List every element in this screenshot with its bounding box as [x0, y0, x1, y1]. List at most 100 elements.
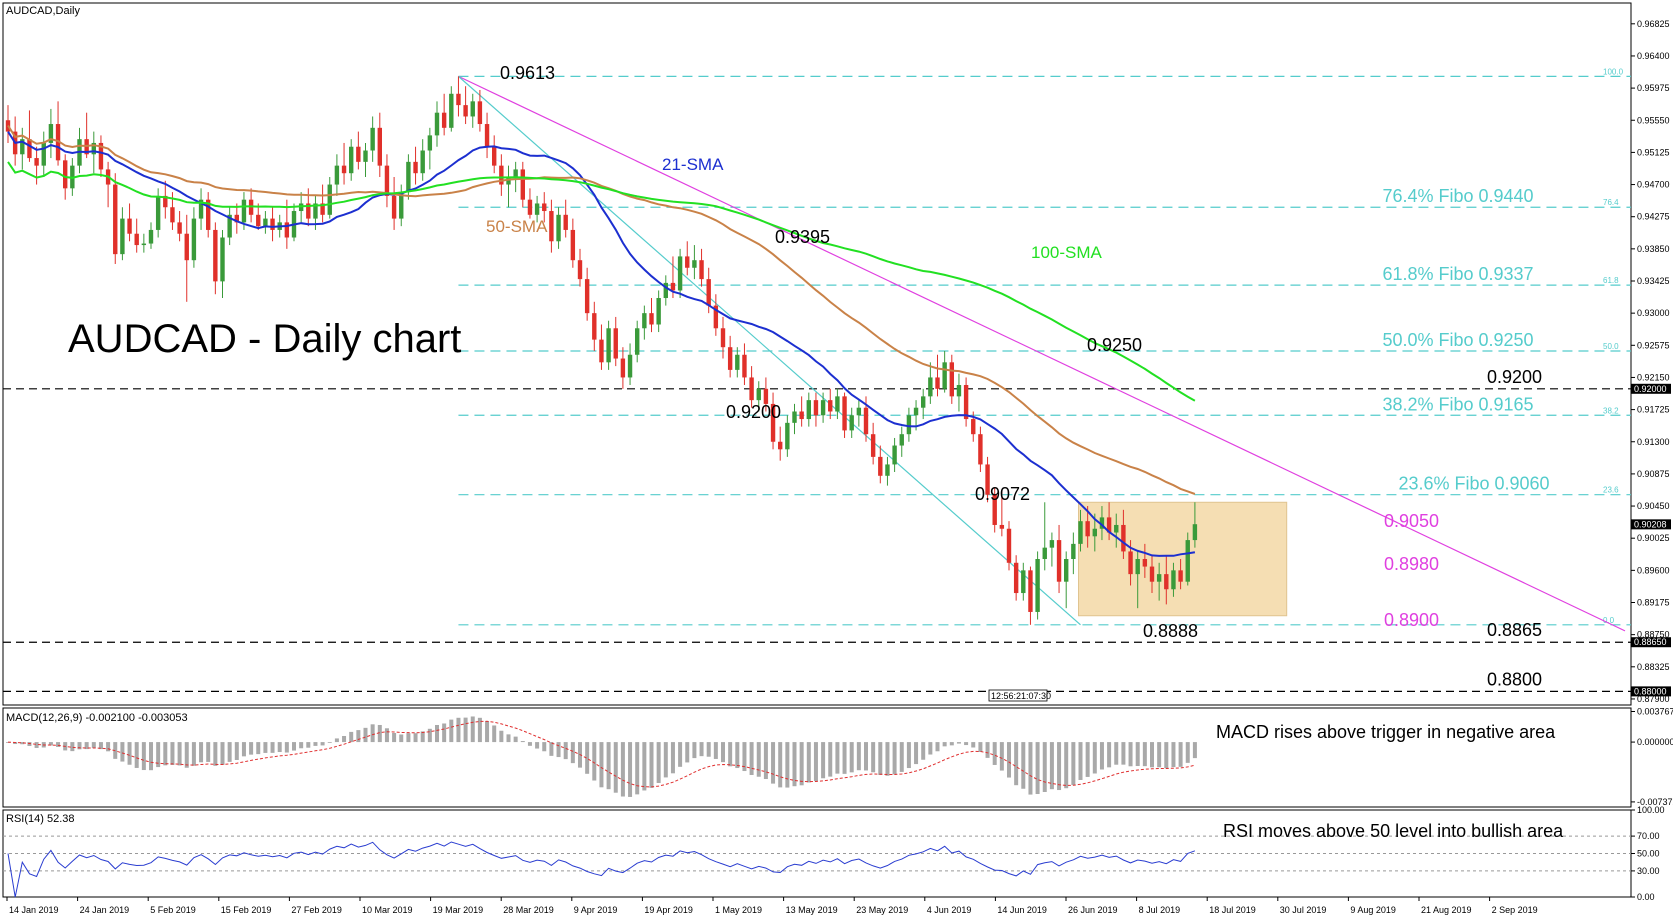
level-tag-value: 0.88650	[1634, 637, 1667, 647]
candle	[1164, 555, 1169, 605]
candle	[720, 316, 726, 359]
candle-body	[520, 169, 525, 200]
candle-body	[220, 237, 225, 282]
rsi-tick-label: 50.00	[1637, 849, 1660, 859]
macd-histogram-bar	[177, 742, 182, 766]
candle	[656, 290, 661, 333]
macd-histogram-bar	[749, 742, 754, 775]
candle	[477, 89, 483, 132]
candle-body	[770, 403, 776, 442]
macd-histogram-bar	[899, 742, 904, 772]
macd-histogram-bar	[427, 728, 432, 743]
candle	[1013, 555, 1019, 601]
candle	[606, 320, 611, 370]
macd-histogram-bar	[871, 742, 876, 773]
level-text-label: 0.8865	[1487, 620, 1542, 640]
macd-histogram-bar	[606, 742, 611, 790]
macd-histogram-bar	[399, 734, 404, 743]
macd-histogram-bar	[499, 730, 504, 743]
candle-body	[978, 434, 983, 465]
candle-body	[792, 411, 797, 423]
candle	[1085, 506, 1090, 548]
candle-body	[370, 127, 375, 151]
macd-histogram-bar	[1014, 742, 1019, 786]
price-tick-label: 0.93850	[1637, 244, 1670, 254]
candle-body	[427, 135, 433, 151]
candle-body	[527, 199, 533, 215]
sma-layer	[7, 124, 1196, 557]
candle-body	[48, 124, 54, 143]
candle	[470, 93, 475, 128]
macd-note: MACD rises above trigger in negative are…	[1216, 722, 1556, 742]
candle	[735, 347, 740, 378]
candle-body	[155, 195, 161, 230]
macd-histogram-bar	[220, 742, 225, 765]
candle-body	[1192, 524, 1198, 541]
candle	[921, 388, 926, 420]
candle	[570, 218, 576, 268]
level-tag-bg	[1631, 637, 1671, 648]
candle	[1106, 502, 1112, 541]
macd-histogram-bar	[435, 724, 439, 743]
candle-body	[1021, 570, 1026, 594]
macd-histogram-bar	[1185, 742, 1190, 763]
candle-body	[234, 214, 239, 223]
macd-histogram-bar	[470, 716, 475, 743]
candle-body	[34, 158, 39, 166]
macd-histogram-bar	[1192, 742, 1197, 759]
descending-trendline-upper	[458, 75, 1626, 632]
candle	[1006, 521, 1012, 571]
candle-body	[592, 313, 597, 340]
candle	[577, 248, 583, 287]
macd-histogram-bar	[442, 723, 447, 743]
candle-body	[963, 385, 969, 420]
price-tick-label: 0.94700	[1637, 180, 1670, 190]
macd-histogram-bar	[1021, 742, 1026, 789]
candle-body	[806, 400, 811, 420]
level-tag-value: 0.92000	[1634, 384, 1667, 394]
rsi-line	[7, 841, 1196, 898]
candle-body	[606, 328, 611, 363]
candle-body	[241, 199, 247, 223]
macd-histogram-bar	[70, 742, 75, 752]
candle-body	[1071, 543, 1076, 560]
candle-body	[577, 260, 583, 280]
candle	[506, 165, 511, 208]
candle-body	[742, 354, 747, 378]
macd-histogram-bar	[1114, 742, 1119, 765]
candle	[742, 343, 747, 386]
candle	[256, 203, 261, 230]
macd-histogram-bar	[1085, 742, 1090, 777]
candle	[520, 161, 525, 208]
candle-body	[863, 407, 869, 435]
candle-body	[434, 112, 440, 136]
candle-body	[534, 203, 540, 215]
fibonacci-layer: 100.0 76.4 76.4% Fibo 0.9440 61.8 61.8% Fibo…	[458, 67, 1631, 626]
candle-body	[120, 218, 125, 255]
candle-body	[1128, 551, 1133, 575]
macd-histogram-bar	[1150, 742, 1154, 768]
candle	[1185, 532, 1190, 586]
fibo-percent-label: 61.8	[1603, 276, 1619, 285]
candle-body	[334, 165, 340, 185]
price-tick-label: 0.92575	[1637, 340, 1670, 350]
candle-body	[899, 434, 904, 446]
macd-histogram-bar	[620, 742, 625, 797]
candle	[177, 211, 182, 242]
candle	[913, 400, 919, 431]
candle	[727, 335, 733, 378]
macd-histogram-bar	[678, 742, 683, 767]
macd-histogram-bar	[342, 735, 347, 743]
candle	[184, 214, 189, 302]
candle	[1178, 559, 1183, 590]
price-tick-label: 0.96825	[1637, 19, 1670, 29]
macd-histogram-bar	[320, 742, 325, 746]
candle-body	[906, 415, 912, 435]
candle-body	[313, 203, 318, 219]
candle-body	[892, 445, 897, 465]
candle-body	[420, 150, 425, 174]
candle-body	[584, 279, 590, 314]
high-0.9395-label: 0.9395	[775, 227, 830, 247]
macd-histogram-bar	[406, 733, 411, 743]
